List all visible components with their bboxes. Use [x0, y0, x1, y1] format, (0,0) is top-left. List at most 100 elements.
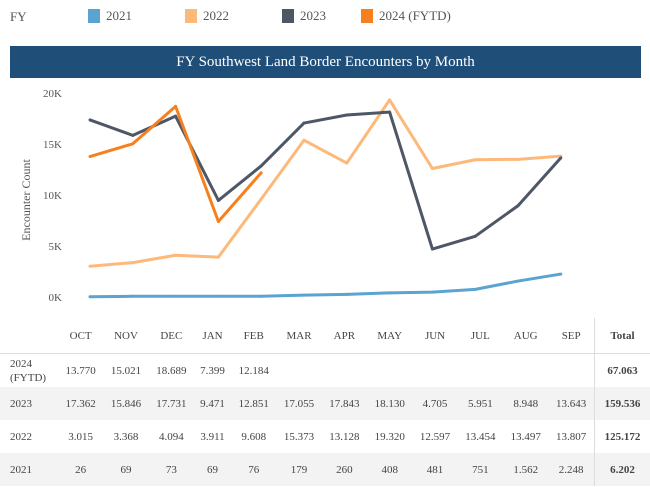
data-point[interactable]	[302, 121, 306, 125]
data-point[interactable]	[88, 118, 92, 122]
column-header: APR	[333, 329, 356, 342]
table-cell: 8.948	[513, 397, 539, 410]
data-point[interactable]	[516, 157, 520, 161]
data-point[interactable]	[473, 158, 477, 162]
data-point[interactable]	[174, 253, 178, 257]
data-point[interactable]	[516, 204, 520, 208]
data-point[interactable]	[131, 294, 135, 298]
data-point[interactable]	[174, 294, 178, 298]
data-point[interactable]	[430, 247, 434, 251]
table-cell: 1.562	[513, 463, 539, 476]
data-point[interactable]	[430, 167, 434, 171]
data-point[interactable]	[345, 292, 349, 296]
table-cell: 13.643	[556, 397, 587, 410]
table-cell: 9.608	[241, 430, 267, 443]
table-cell	[322, 354, 367, 388]
data-point[interactable]	[516, 279, 520, 283]
table-cell: 4.705	[422, 397, 448, 410]
y-tick-label: 10K	[43, 190, 62, 202]
table-cell: 13.770	[65, 364, 96, 377]
legend-swatch	[185, 9, 197, 23]
table-cell: 481	[426, 463, 444, 476]
table-cell: 18.130	[374, 397, 405, 410]
data-point[interactable]	[259, 294, 263, 298]
data-point[interactable]	[259, 197, 263, 201]
table-cell: 18.689	[156, 364, 187, 377]
y-axis-label: Encounter Count	[19, 159, 33, 241]
data-point[interactable]	[559, 272, 563, 276]
legend-item-2023[interactable]: 2023	[282, 8, 326, 24]
data-point[interactable]	[259, 171, 263, 175]
legend-label: 2023	[300, 8, 326, 23]
data-point[interactable]	[174, 114, 178, 118]
data-point[interactable]	[345, 113, 349, 117]
table-cell	[276, 354, 321, 388]
data-point[interactable]	[174, 104, 178, 108]
table-cell: 13.128	[329, 430, 360, 443]
table-cell: 5.951	[467, 397, 493, 410]
y-tick-label: 0K	[49, 292, 63, 304]
table-cell: 17.731	[156, 397, 187, 410]
table-cell: 12.851	[238, 397, 269, 410]
column-header: DEC	[160, 329, 183, 342]
table-cell	[458, 354, 503, 388]
data-point[interactable]	[216, 255, 220, 259]
table-cell	[548, 354, 594, 388]
data-point[interactable]	[473, 234, 477, 238]
data-point[interactable]	[88, 295, 92, 299]
data-point[interactable]	[473, 287, 477, 291]
table-row: 2023 17.362 15.846 17.731 9.471 12.851 17.055 1…	[0, 387, 650, 420]
data-point[interactable]	[216, 294, 220, 298]
data-point[interactable]	[559, 156, 563, 160]
legend-label: 2021	[106, 8, 132, 23]
legend-label: 2022	[203, 8, 229, 23]
table-row: 2021 26 69 73 69 76 179 260 408 481 751 1.562 2.248 6…	[0, 453, 650, 486]
data-point[interactable]	[131, 142, 135, 146]
table-cell: 73	[165, 463, 177, 476]
table-cell: 3.911	[200, 430, 225, 443]
corner-cell	[0, 318, 58, 354]
table-cell: 3.368	[113, 430, 139, 443]
legend-title: FY	[10, 9, 27, 24]
table-cell: 69	[207, 463, 219, 476]
data-point[interactable]	[131, 133, 135, 137]
data-point[interactable]	[388, 110, 392, 114]
legend-item-2022[interactable]: 2022	[185, 8, 229, 24]
table-row: 2024 (FYTD) 13.770 15.021 18.689 7.399 12.184…	[0, 353, 650, 388]
data-point[interactable]	[259, 164, 263, 168]
data-point[interactable]	[131, 261, 135, 265]
table-cell: 17.362	[65, 397, 96, 410]
data-point[interactable]	[388, 98, 392, 102]
table-cell: 17.055	[283, 397, 315, 410]
data-point[interactable]	[345, 161, 349, 165]
legend-item-2021[interactable]: 2021	[88, 8, 132, 24]
y-tick-label: 5K	[49, 241, 63, 253]
legend: FY 2021 2022 2023 2024 (FYTD)	[0, 8, 650, 28]
table-cell: 15.846	[110, 397, 142, 410]
table-cell: 17.843	[329, 397, 360, 410]
legend-swatch	[361, 9, 373, 23]
column-header: Total	[594, 318, 650, 354]
table-cell: 19.320	[374, 430, 405, 443]
row-label: 2021	[10, 463, 32, 476]
data-point[interactable]	[88, 155, 92, 159]
data-point[interactable]	[88, 264, 92, 268]
data-point[interactable]	[388, 291, 392, 295]
chart-title: FY Southwest Land Border Encounters by M…	[10, 46, 641, 78]
table-cell: 13.807	[556, 430, 587, 443]
legend-swatch	[282, 9, 294, 23]
row-total: 159.536	[594, 387, 650, 420]
series-line-2023	[89, 110, 562, 251]
legend-item-2024[interactable]: 2024 (FYTD)	[361, 8, 451, 24]
data-point[interactable]	[302, 293, 306, 297]
table-row: 2022 3.015 3.368 4.094 3.911 9.608 15.373 13.12…	[0, 420, 650, 453]
data-point[interactable]	[216, 198, 220, 202]
table-cell: 13.497	[510, 430, 541, 443]
table-cell: 15.021	[110, 364, 142, 377]
legend-swatch	[88, 9, 100, 23]
data-point[interactable]	[430, 290, 434, 294]
y-tick-label: 15K	[43, 139, 62, 151]
data-point[interactable]	[302, 138, 306, 142]
table-cell: 408	[381, 463, 398, 476]
data-point[interactable]	[216, 220, 220, 224]
